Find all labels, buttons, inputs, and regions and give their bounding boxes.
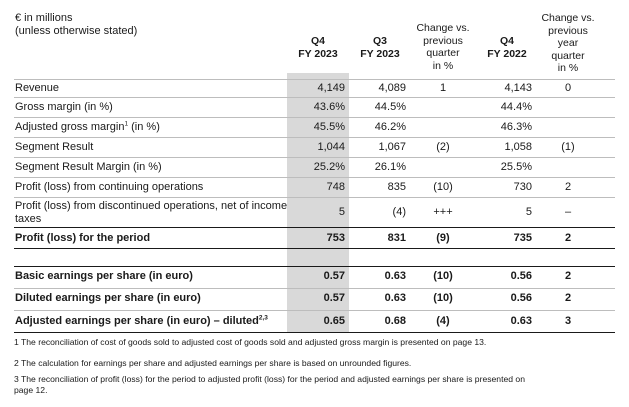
col-header-change-prev-quarter: Change vs. previous quarter in % — [416, 22, 470, 72]
row-divider — [14, 137, 615, 138]
cell-diluted-eps-chg-y: 2 — [564, 292, 572, 304]
cell-basic-eps-chg-q: (10) — [433, 270, 453, 282]
cell-basic-eps-chg-y: 2 — [564, 270, 572, 282]
row-label-adjusted-gross-margin: Adjusted gross margin1 (in %) — [15, 120, 160, 133]
cell-profit-continuing-chg-q: (10) — [433, 181, 453, 193]
cell-diluted-eps-q4-2023: 0.57 — [323, 292, 345, 304]
cell-adjusted-eps-chg-y: 3 — [564, 315, 572, 327]
cell-gross-margin-q4-2022: 44.4% — [500, 101, 532, 113]
col-header-q4-2022: Q4 FY 2022 — [487, 35, 527, 60]
footnote-ref: 1 — [124, 120, 129, 128]
cell-gross-margin-q3-2023: 44.5% — [374, 101, 406, 113]
cell-segment-margin-q3-2023: 26.1% — [374, 161, 406, 173]
cell-segment-result-chg-q: (2) — [436, 141, 450, 153]
footnote-3: 3 The reconciliation of profit (loss) fo… — [14, 374, 525, 384]
footnote-3-continued: page 12. — [14, 385, 48, 395]
cell-profit-discontinued-q4-2023: 5 — [338, 206, 345, 218]
cell-basic-eps-q4-2023: 0.57 — [323, 270, 345, 282]
cell-segment-result-q3-2023: 1,067 — [378, 141, 406, 153]
footnote-1: 1 The reconciliation of cost of goods so… — [14, 337, 487, 347]
row-label-segment-result: Segment Result — [15, 141, 94, 153]
cell-revenue-chg-y: 0 — [564, 82, 572, 94]
cell-adjusted-eps-q3-2023: 0.68 — [384, 315, 406, 327]
cell-revenue-chg-q: 1 — [439, 82, 447, 94]
row-label-diluted-eps: Diluted earnings per share (in euro) — [15, 292, 201, 304]
cell-profit-discontinued-q4-2022: 5 — [525, 206, 532, 218]
cell-profit-continuing-chg-y: 2 — [564, 181, 572, 193]
cell-diluted-eps-q4-2022: 0.56 — [510, 292, 532, 304]
cell-segment-margin-q4-2022: 25.5% — [500, 161, 532, 173]
row-label-segment-result-margin: Segment Result Margin (in %) — [15, 161, 162, 173]
cell-adjusted-eps-q4-2022: 0.63 — [510, 315, 532, 327]
cell-profit-continuing-q4-2023: 748 — [326, 181, 345, 193]
cell-profit-continuing-q3-2023: 835 — [387, 181, 406, 193]
unit-line-2: (unless otherwise stated) — [15, 24, 138, 37]
row-divider — [14, 197, 615, 198]
cell-revenue-q4-2023: 4,149 — [317, 82, 345, 94]
cell-revenue-q3-2023: 4,089 — [378, 82, 406, 94]
footnote-ref: 2,3 — [258, 314, 268, 322]
row-divider — [14, 310, 615, 311]
cell-adjusted-eps-chg-q: (4) — [436, 315, 450, 327]
cell-diluted-eps-chg-q: (10) — [433, 292, 453, 304]
row-divider — [14, 117, 615, 118]
row-divider — [14, 157, 615, 158]
row-label-profit-period: Profit (loss) for the period — [15, 232, 151, 244]
cell-profit-discontinued-q3-2023: (4) — [392, 206, 406, 218]
unit-caption: € in millions (unless otherwise stated) — [15, 12, 137, 37]
cell-revenue-q4-2022: 4,143 — [504, 82, 532, 94]
cell-adjusted-eps-q4-2023: 0.65 — [323, 315, 345, 327]
cell-profit-period-q3-2023: 831 — [387, 232, 406, 244]
cell-adj-gross-margin-q4-2023: 45.5% — [313, 121, 345, 133]
cell-profit-discontinued-chg-y: – — [564, 206, 572, 218]
cell-profit-period-q4-2023: 753 — [326, 232, 345, 244]
row-label-revenue: Revenue — [15, 82, 60, 94]
cell-adj-gross-margin-q3-2023: 46.2% — [374, 121, 406, 133]
row-label-basic-eps: Basic earnings per share (in euro) — [15, 270, 193, 282]
row-divider — [14, 177, 615, 178]
row-divider — [14, 288, 615, 289]
col-header-q3-2023: Q3 FY 2023 — [360, 35, 400, 60]
cell-segment-result-q4-2022: 1,058 — [504, 141, 532, 153]
col-header-change-prev-year: Change vs. previous year quarter in % — [541, 12, 595, 74]
cell-profit-period-chg-y: 2 — [564, 232, 572, 244]
unit-line-1: € in millions — [15, 12, 73, 24]
row-divider — [14, 227, 615, 228]
cell-diluted-eps-q3-2023: 0.63 — [384, 292, 406, 304]
row-label-profit-discontinued: Profit (loss) from discontinued operatio… — [15, 200, 288, 225]
cell-profit-period-chg-q: (9) — [436, 232, 450, 244]
cell-segment-result-chg-y: (1) — [561, 141, 575, 153]
row-divider — [14, 97, 615, 98]
row-label-gross-margin: Gross margin (in %) — [15, 101, 113, 113]
cell-basic-eps-q3-2023: 0.63 — [384, 270, 406, 282]
row-label-adjusted-eps: Adjusted earnings per share (in euro) – … — [15, 314, 268, 327]
section-divider — [14, 266, 615, 267]
row-label-profit-continuing: Profit (loss) from continuing operations — [15, 181, 204, 193]
header-divider — [14, 79, 615, 80]
cell-adj-gross-margin-q4-2022: 46.3% — [500, 121, 532, 133]
cell-profit-continuing-q4-2022: 730 — [513, 181, 532, 193]
cell-gross-margin-q4-2023: 43.6% — [313, 101, 345, 113]
cell-segment-result-q4-2023: 1,044 — [317, 141, 345, 153]
cell-basic-eps-q4-2022: 0.56 — [510, 270, 532, 282]
table-bottom-rule — [14, 332, 615, 333]
cell-segment-margin-q4-2023: 25.2% — [313, 161, 345, 173]
cell-profit-discontinued-chg-q: +++ — [433, 206, 453, 218]
footnote-2: 2 The calculation for earnings per share… — [14, 358, 412, 368]
cell-profit-period-q4-2022: 735 — [513, 232, 532, 244]
col-header-q4-2023: Q4 FY 2023 — [298, 35, 338, 60]
row-divider — [14, 248, 615, 249]
